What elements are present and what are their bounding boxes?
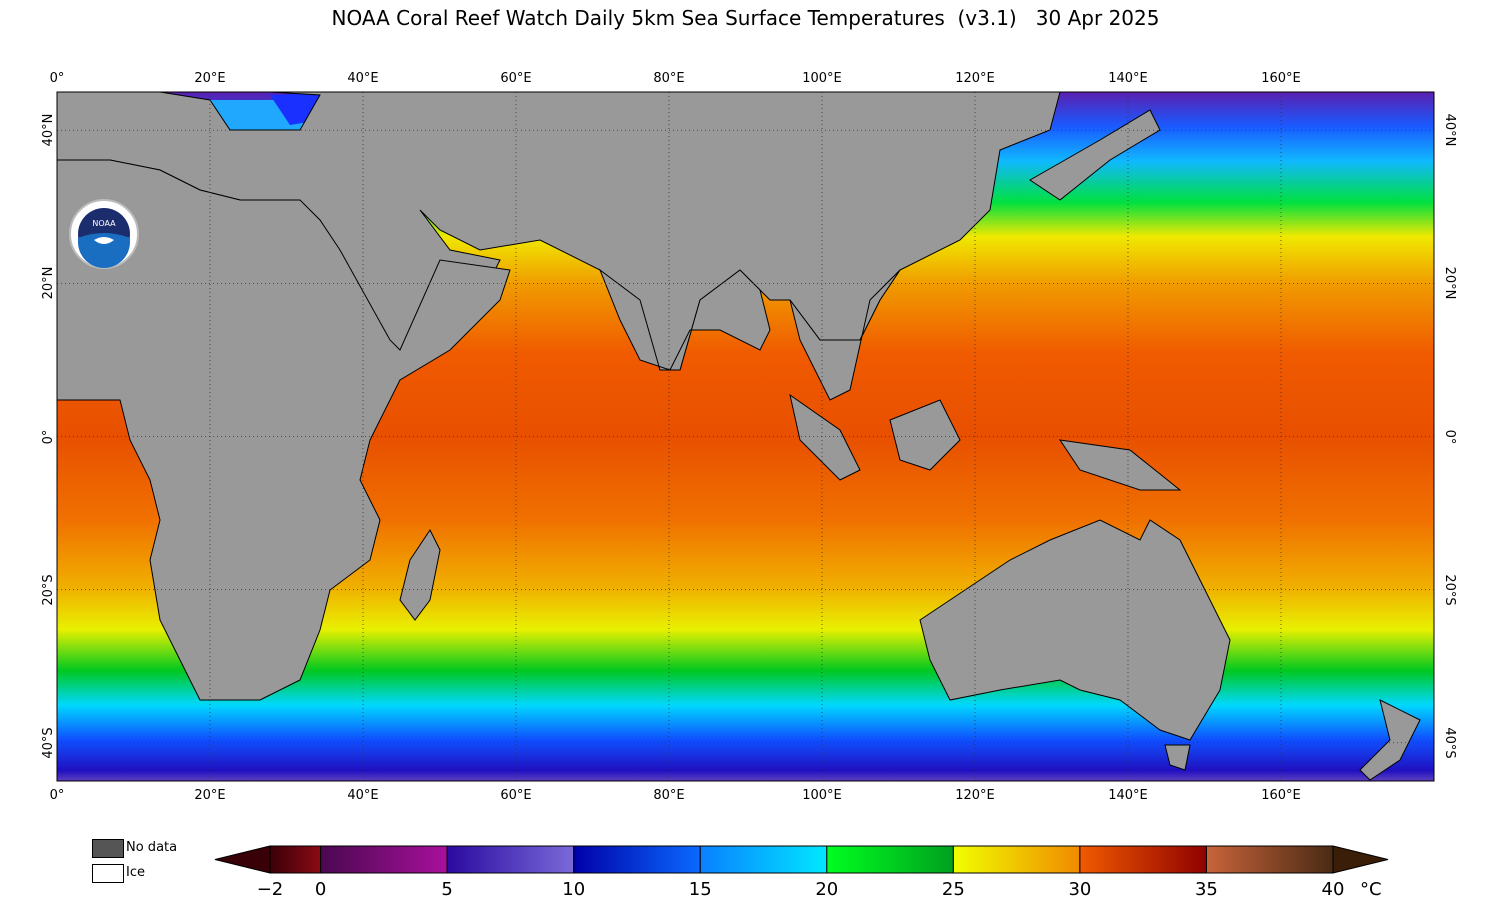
colorbar-segment xyxy=(269,845,322,874)
colorbar-tick-label: 25 xyxy=(941,879,965,900)
land-india xyxy=(598,268,771,371)
no-data-label: No data xyxy=(126,840,178,855)
ice-label: Ice xyxy=(126,865,145,880)
lon-tick-label-bottom: 160°E xyxy=(1261,788,1301,803)
ice-swatch xyxy=(92,864,124,883)
colorbar-tick-label: 20 xyxy=(815,879,839,900)
land-madagascar xyxy=(399,529,441,621)
colorbar-unit: °C xyxy=(1360,879,1382,900)
colorbar-tick-label: 35 xyxy=(1194,879,1218,900)
noaa-logo: NOAA xyxy=(69,199,139,269)
noaa-logo-text: NOAA xyxy=(92,219,116,228)
lon-tick-label-top: 80°E xyxy=(653,71,685,86)
lon-tick-label-bottom: 120°E xyxy=(955,788,995,803)
land-australia xyxy=(919,519,1231,741)
colorbar-under-arrow xyxy=(214,845,271,874)
lon-tick-label-bottom: 80°E xyxy=(653,788,685,803)
lat-tick-label-right: 20°S xyxy=(1442,573,1457,606)
land-africa xyxy=(56,159,511,701)
colorbar-tick-label: 10 xyxy=(562,879,586,900)
lon-tick-label-bottom: 60°E xyxy=(500,788,532,803)
lat-tick-label-right: 40°N xyxy=(1442,113,1457,147)
lon-tick-label-top: 140°E xyxy=(1108,71,1148,86)
land-japan xyxy=(1029,109,1161,201)
lon-tick-label-top: 160°E xyxy=(1261,71,1301,86)
colorbar-tick-label: 30 xyxy=(1068,879,1092,900)
colorbar-segment xyxy=(573,845,701,874)
land-borneo xyxy=(889,399,961,471)
lat-tick-label-right: 20°N xyxy=(1442,266,1457,300)
colorbar-segment xyxy=(446,845,575,874)
colorbar-tick-label: 40 xyxy=(1321,879,1345,900)
colorbar-tick-label: 0 xyxy=(314,879,327,900)
lon-tick-label-bottom: 20°E xyxy=(194,788,226,803)
lat-tick-label-left: 40°N xyxy=(41,113,56,147)
lat-tick-label-right: 40°S xyxy=(1442,727,1457,759)
land-indochina xyxy=(789,269,901,401)
lon-tick-label-bottom: 140°E xyxy=(1108,788,1148,803)
colorbar-segment xyxy=(320,845,448,874)
lon-tick-label-top: 60°E xyxy=(500,71,532,86)
lon-tick-label-top: 120°E xyxy=(955,71,995,86)
colorbar-tick-label: 15 xyxy=(688,879,712,900)
lon-tick-label-top: 0° xyxy=(49,71,65,86)
lon-tick-label-top: 20°E xyxy=(194,71,226,86)
lon-tick-label-bottom: 40°E xyxy=(347,788,379,803)
lat-tick-label-right: 0° xyxy=(1442,429,1457,444)
colorbar-segment xyxy=(699,845,828,874)
lat-tick-label-left: 0° xyxy=(41,429,56,444)
land-new-zealand xyxy=(1359,699,1421,781)
lon-tick-label-bottom: 100°E xyxy=(802,788,842,803)
no-data-swatch xyxy=(92,839,124,858)
land xyxy=(56,91,1421,781)
colorbar-tick-label: 5 xyxy=(441,879,453,900)
land-tasmania xyxy=(1164,744,1191,771)
lon-tick-label-bottom: 0° xyxy=(49,788,65,803)
map-frame xyxy=(56,91,1435,782)
colorbar xyxy=(214,845,1389,874)
lat-tick-label-left: 20°S xyxy=(41,573,56,606)
colorbar-segment xyxy=(826,845,954,874)
colorbar-segment xyxy=(1205,845,1334,874)
lat-tick-label-left: 20°N xyxy=(41,266,56,300)
colorbar-tick-label: −2 xyxy=(256,879,284,900)
colorbar-segment xyxy=(1079,845,1207,874)
map-title: NOAA Coral Reef Watch Daily 5km Sea Surf… xyxy=(331,6,1160,30)
gridlines xyxy=(57,92,1434,781)
colorbar-segment xyxy=(952,845,1081,874)
lat-tick-label-left: 40°S xyxy=(41,727,56,759)
lon-tick-label-top: 100°E xyxy=(802,71,842,86)
land-sumatra xyxy=(789,393,861,481)
land-new-guinea xyxy=(1058,439,1182,491)
lon-tick-label-top: 40°E xyxy=(347,71,379,86)
colorbar-over-arrow xyxy=(1332,845,1389,874)
